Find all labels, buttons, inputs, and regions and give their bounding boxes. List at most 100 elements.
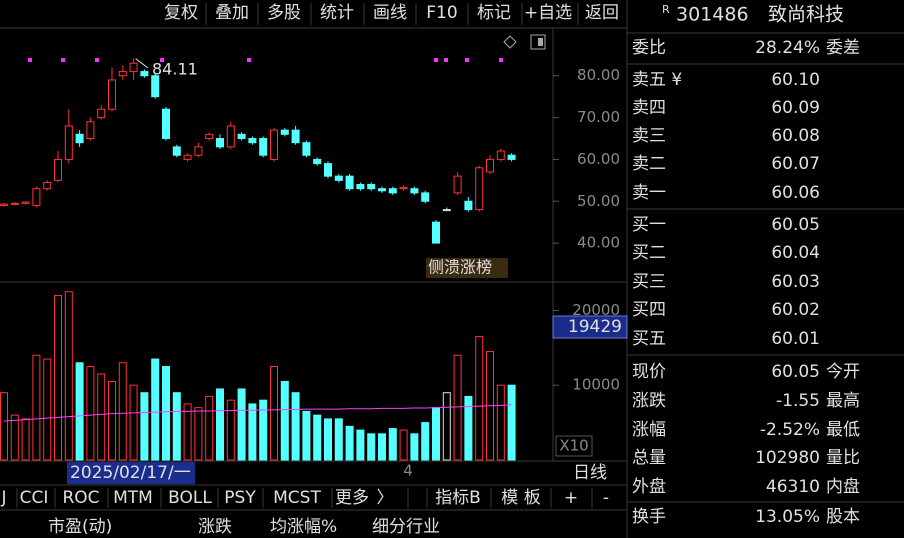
book-label: 买三 [632, 272, 666, 292]
period[interactable]: 日线 [573, 463, 607, 483]
candle-body [442, 209, 451, 212]
volume-bar [270, 366, 278, 461]
volume-bar [129, 384, 138, 461]
stat-label2: 量比 [826, 448, 860, 468]
book-label: 买五 [632, 329, 666, 349]
volume-bar [421, 422, 430, 461]
volume-bar [356, 429, 365, 461]
indicator-tab[interactable]: PSY [224, 488, 256, 508]
volume-bar [248, 403, 257, 461]
candle-body [97, 108, 106, 119]
candle-body [75, 133, 84, 144]
volume-bar [162, 366, 170, 461]
book-price: 60.01 [771, 329, 820, 349]
indicator-tab[interactable]: 更多 [335, 488, 369, 508]
volume-bar [0, 392, 8, 461]
book-price: 60.07 [771, 154, 820, 174]
toolbar-button[interactable]: 返回 [585, 3, 619, 23]
indicator-tab[interactable]: + [564, 488, 578, 508]
book-label: 卖二 [632, 154, 666, 174]
toolbar-button[interactable]: 标记 [477, 3, 511, 23]
book-label: 卖四 [632, 98, 666, 118]
diamond-icon[interactable] [503, 35, 517, 49]
stat-value: -2.52% [760, 420, 820, 440]
book-label: 买二 [632, 243, 666, 263]
book-label: 买一 [632, 215, 666, 235]
candle-body [43, 181, 52, 190]
volume-bar [97, 373, 106, 461]
toolbar-button[interactable]: +自选 [524, 3, 572, 23]
candle-body [410, 188, 419, 194]
tag-box [426, 258, 508, 278]
volume-bar [205, 395, 214, 461]
high-label: 84.11 [152, 60, 198, 79]
candle-body [302, 142, 311, 156]
volume-bar [194, 407, 203, 461]
indicator-tab[interactable]: 模 板 [501, 488, 540, 508]
volume-bar [324, 418, 332, 461]
candle-body [108, 79, 116, 110]
book-label: 卖三 [632, 126, 666, 146]
volume-bar [432, 407, 440, 461]
indicator-tab[interactable]: CCI [20, 488, 49, 508]
indicator-tab[interactable]: ROC [62, 488, 99, 508]
indicator-tab[interactable]: 指标B [435, 488, 481, 508]
window-icon[interactable] [530, 34, 546, 50]
indicator-tab[interactable]: BOLL [168, 488, 212, 508]
toolbar-button[interactable]: 统计 [320, 3, 354, 23]
code-prefix: R [662, 3, 670, 16]
book-price: 60.09 [771, 98, 820, 118]
volume-bar [291, 392, 300, 461]
event-tag: 侧溃涨榜 [428, 258, 492, 277]
book-price: 60.06 [771, 183, 820, 203]
book-label: 卖五 ¥ [632, 70, 682, 90]
candle-body [205, 133, 214, 140]
indicator-tab[interactable]: - [603, 488, 609, 508]
candle-body [10, 202, 19, 205]
stat-value: 13.05% [755, 507, 820, 527]
candle-body [421, 192, 430, 202]
price-tick-label: 60.00 [577, 150, 620, 168]
candle-body [464, 200, 473, 211]
toolbar-button[interactable]: 多股 [267, 3, 301, 23]
candle-body [334, 175, 343, 181]
footer-column: 细分行业 [372, 517, 440, 537]
candle-body [237, 133, 246, 140]
volume-bar [313, 414, 322, 461]
stat-label2: 今开 [826, 362, 860, 382]
indicator-tab[interactable]: MCST [273, 488, 321, 508]
cursor-date: 2025/02/17/一 [70, 463, 191, 483]
toolbar-button[interactable]: F10 [426, 3, 457, 23]
indicator-tab[interactable]: MTM [113, 488, 153, 508]
volume-bar [75, 362, 84, 461]
candle-body [172, 146, 181, 156]
candle-body [313, 158, 322, 165]
stat-label: 现价 [632, 362, 666, 382]
volume-bar [475, 336, 484, 461]
footer-column: 涨跌 [198, 517, 232, 537]
volume-bar [86, 366, 95, 461]
toolbar-button[interactable]: 复权 [164, 3, 198, 23]
indicator-tab[interactable]: J [0, 488, 6, 508]
candle-body [54, 158, 62, 181]
stat-label: 换手 [632, 507, 666, 527]
candle-body [291, 129, 300, 144]
stat-label2: 内盘 [826, 477, 860, 497]
toolbar-button[interactable]: 画线 [373, 3, 407, 23]
toolbar-button[interactable]: 叠加 [215, 3, 249, 23]
volume-bar [54, 294, 62, 461]
cursor-volume: 19429 [568, 317, 622, 337]
volume-bar [496, 384, 505, 461]
volume-cursor-box [552, 315, 628, 339]
volume-bar [399, 429, 408, 461]
candle-body [86, 121, 95, 139]
indicator-tab[interactable]: 〉 [377, 488, 394, 508]
candle-body [356, 184, 365, 190]
stat-label2: 最高 [826, 391, 860, 411]
stat-label2: 最低 [826, 420, 860, 440]
candle-body [475, 167, 484, 211]
candle-body [129, 62, 138, 73]
high-arrow [135, 58, 149, 69]
candle-body [453, 175, 462, 194]
